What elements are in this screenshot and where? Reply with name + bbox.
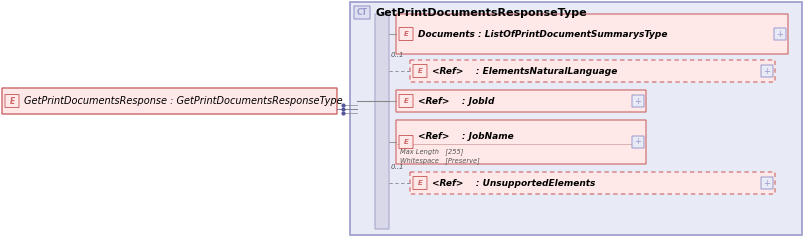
- FancyBboxPatch shape: [410, 60, 775, 82]
- FancyBboxPatch shape: [632, 136, 644, 148]
- Text: Max Length   [255]: Max Length [255]: [400, 149, 463, 155]
- Text: <Ref>    : JobName: <Ref> : JobName: [418, 132, 514, 141]
- Text: E: E: [404, 139, 408, 145]
- FancyBboxPatch shape: [413, 65, 427, 77]
- FancyBboxPatch shape: [774, 28, 786, 40]
- Text: +: +: [634, 137, 642, 147]
- Text: E: E: [404, 98, 408, 104]
- Text: Documents : ListOfPrintDocumentSummarysType: Documents : ListOfPrintDocumentSummarysT…: [418, 29, 667, 38]
- Text: Whitespace   [Preserve]: Whitespace [Preserve]: [400, 158, 479, 164]
- FancyBboxPatch shape: [413, 176, 427, 190]
- Text: GetPrintDocumentsResponse : GetPrintDocumentsResponseType: GetPrintDocumentsResponse : GetPrintDocu…: [24, 96, 343, 106]
- FancyBboxPatch shape: [761, 65, 773, 77]
- FancyBboxPatch shape: [2, 88, 337, 114]
- Text: E: E: [404, 31, 408, 37]
- FancyBboxPatch shape: [5, 94, 19, 108]
- Text: E: E: [418, 180, 422, 186]
- Text: +: +: [776, 29, 784, 38]
- Text: +: +: [634, 97, 642, 105]
- FancyBboxPatch shape: [396, 120, 646, 164]
- FancyBboxPatch shape: [399, 27, 413, 40]
- Text: <Ref>    : ElementsNaturalLanguage: <Ref> : ElementsNaturalLanguage: [432, 66, 617, 76]
- Text: +: +: [763, 179, 771, 188]
- Text: <Ref>    : JobId: <Ref> : JobId: [418, 97, 495, 105]
- Text: +: +: [763, 66, 771, 76]
- FancyBboxPatch shape: [632, 95, 644, 107]
- FancyBboxPatch shape: [350, 2, 802, 235]
- FancyBboxPatch shape: [399, 94, 413, 108]
- Text: 0..1: 0..1: [391, 164, 404, 170]
- Text: GetPrintDocumentsResponseType: GetPrintDocumentsResponseType: [376, 7, 587, 17]
- FancyBboxPatch shape: [410, 172, 775, 194]
- FancyBboxPatch shape: [761, 177, 773, 189]
- FancyBboxPatch shape: [396, 14, 788, 54]
- Text: 0..1: 0..1: [391, 52, 404, 58]
- FancyBboxPatch shape: [396, 90, 646, 112]
- Text: E: E: [418, 68, 422, 74]
- Text: E: E: [10, 97, 15, 105]
- FancyBboxPatch shape: [354, 6, 370, 19]
- Text: <Ref>    : UnsupportedElements: <Ref> : UnsupportedElements: [432, 179, 596, 188]
- FancyBboxPatch shape: [399, 136, 413, 148]
- Text: CT: CT: [357, 8, 367, 17]
- FancyBboxPatch shape: [375, 14, 389, 229]
